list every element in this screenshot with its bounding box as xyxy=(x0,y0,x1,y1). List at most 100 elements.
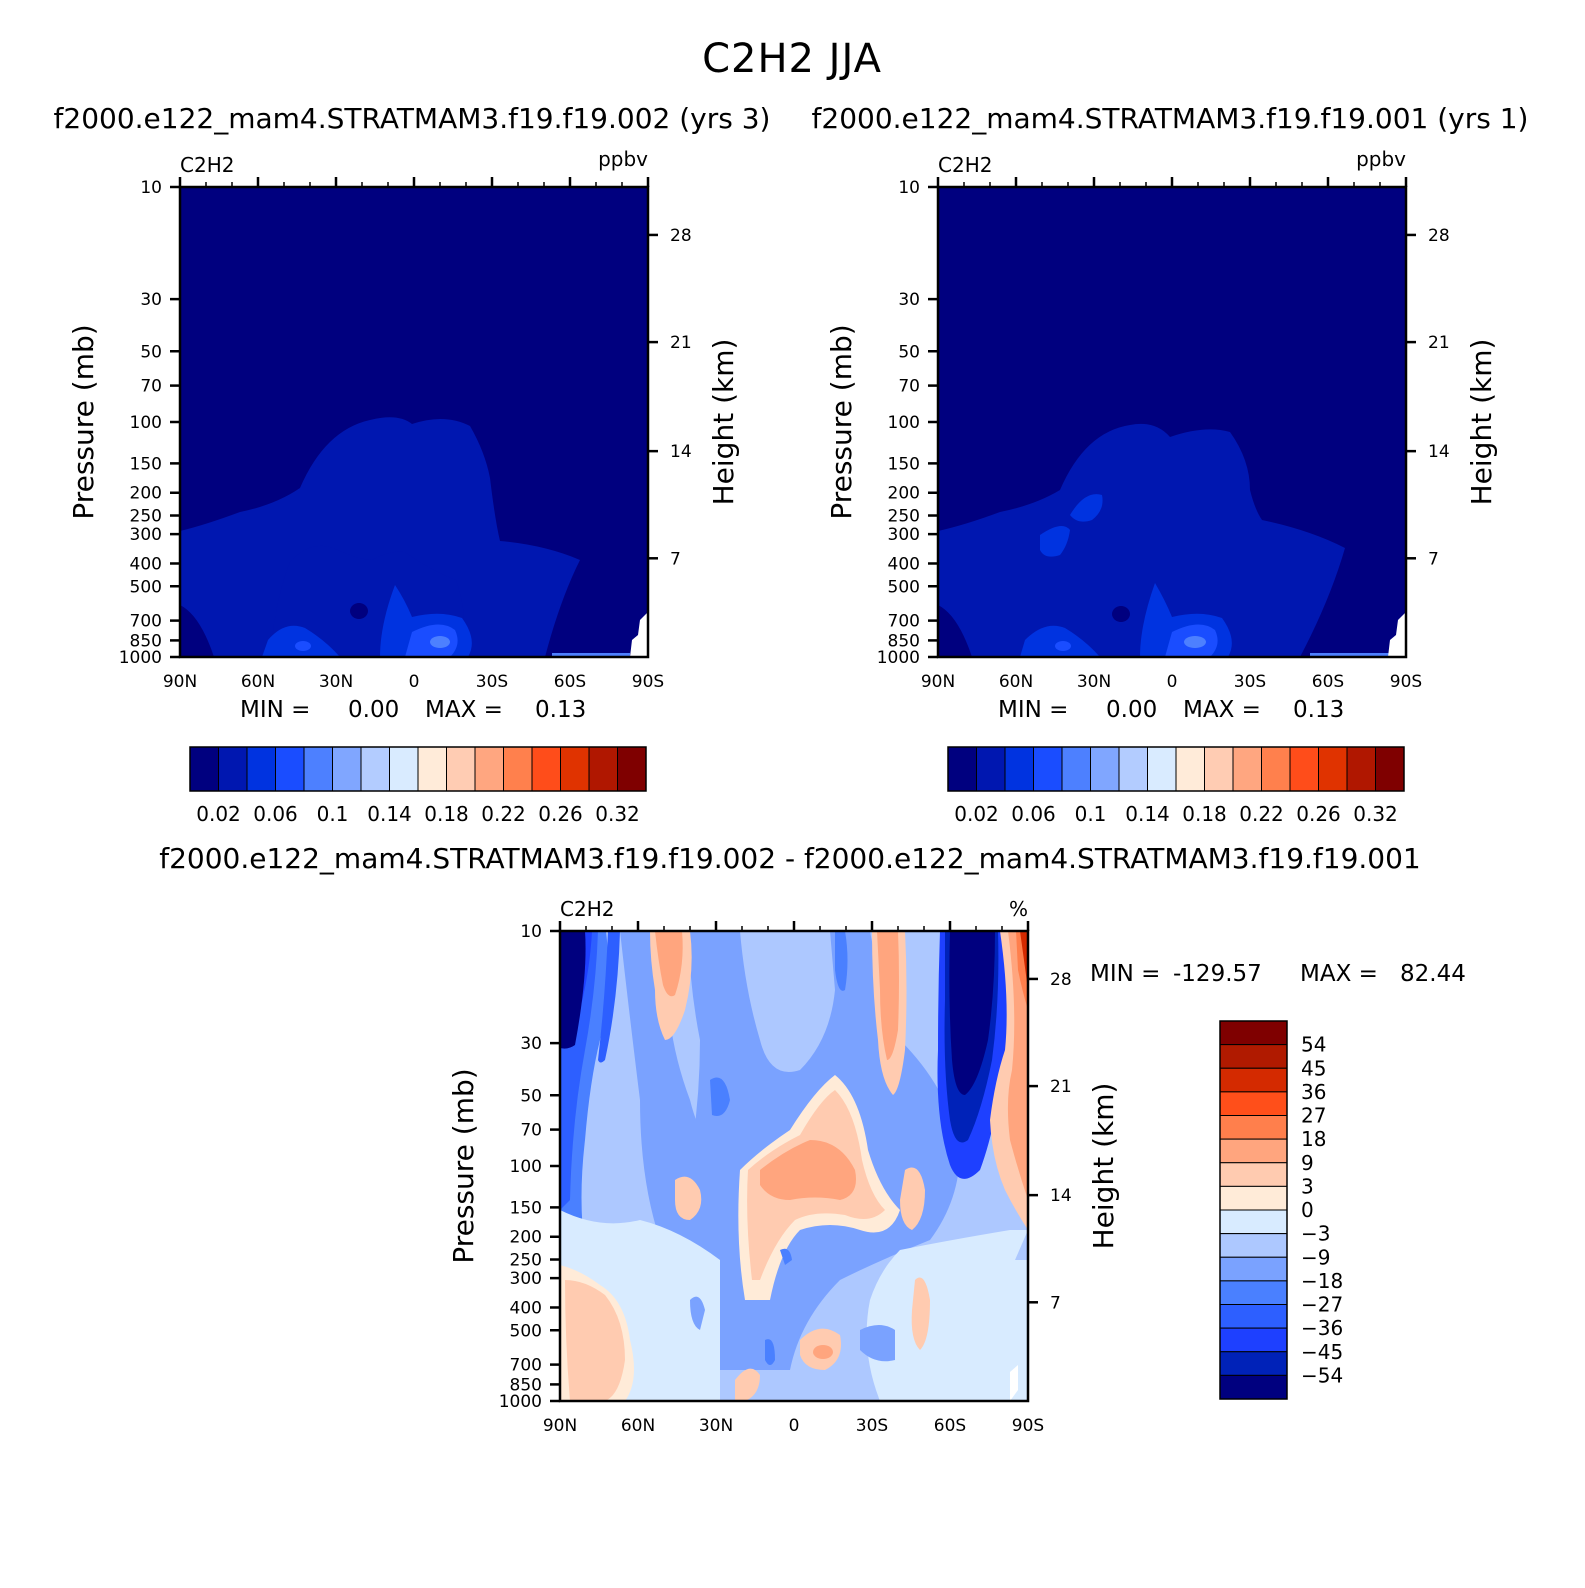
colorbar-cell xyxy=(1147,746,1177,792)
colorbar-cell xyxy=(1219,1256,1288,1282)
y-tick-label: 300 xyxy=(130,525,162,545)
colorbar-label: −45 xyxy=(1301,1340,1343,1364)
ylabel-bottom: Pressure (mb) xyxy=(447,1068,480,1263)
colorbar-cell xyxy=(1219,1374,1288,1400)
colorbar-cell xyxy=(1090,746,1120,792)
colorbar-label: 0.06 xyxy=(253,802,298,826)
x-tick-label: 90S xyxy=(1012,1416,1044,1436)
x-tick-label: 60S xyxy=(934,1416,966,1436)
colorbar-cell xyxy=(617,746,647,792)
right-tick-label: 21 xyxy=(1428,333,1450,353)
colorbar-label: 0 xyxy=(1301,1198,1314,1222)
max-label-bottom: MAX = xyxy=(1300,961,1378,987)
right-tick-label: 21 xyxy=(1050,1077,1072,1097)
colorbar-cell xyxy=(1289,746,1319,792)
colorbar-cell xyxy=(246,746,276,792)
colorbar-cell xyxy=(1219,1327,1288,1353)
colorbar-cell xyxy=(1219,1209,1288,1235)
colorbar-cell xyxy=(1219,1185,1288,1211)
x-tick-label: 60S xyxy=(1312,672,1344,692)
axis-ticks-top-right: 90N 60N 30N 0 30S 60S 90S 10 30 50 70 100 150 200 2503… xyxy=(877,177,1450,692)
y-tick-label: 250 xyxy=(510,1251,542,1271)
colorbar-cell xyxy=(1219,1304,1288,1329)
colorbar-label: −3 xyxy=(1301,1222,1330,1246)
right-tick-label: 28 xyxy=(1428,226,1450,246)
y-tick-label: 70 xyxy=(140,377,162,397)
colorbar-cell xyxy=(275,746,305,792)
colorbar-label: 54 xyxy=(1301,1033,1326,1057)
x-tick-label: 0 xyxy=(409,672,420,692)
variable-label-bottom: C2H2 xyxy=(560,897,614,921)
y-tick-label: 500 xyxy=(510,1321,542,1341)
max-value-bottom: 82.44 xyxy=(1400,961,1466,987)
axis-ticks-bottom: 90N 60N 30N 0 30S 60S 90S 10 30 50 70 100 150 200 2503… xyxy=(499,921,1072,1436)
colorbar-cell xyxy=(332,746,362,792)
y-tick-label: 30 xyxy=(520,1034,542,1054)
y-tick-label: 150 xyxy=(888,454,920,474)
y-tick-label: 100 xyxy=(130,413,162,433)
x-tick-label: 30N xyxy=(699,1416,733,1436)
colorbar-cell xyxy=(1219,1115,1288,1140)
contour-field-bottom xyxy=(560,931,1028,1401)
colorbar-label: 0.02 xyxy=(196,802,241,826)
y-tick-label: 300 xyxy=(510,1269,542,1289)
ylabel-top-right: Pressure (mb) xyxy=(825,324,858,519)
y-tick-label: 10 xyxy=(140,178,162,198)
colorbar-cell xyxy=(446,746,476,792)
x-tick-label: 30S xyxy=(856,1416,888,1436)
colorbar-cell xyxy=(1004,746,1034,792)
colorbar-cell xyxy=(1175,746,1205,792)
colorbar-cell xyxy=(389,746,419,792)
colorbar-cell xyxy=(1219,1020,1288,1046)
colorbar-label: 36 xyxy=(1301,1080,1326,1104)
contour-field-top-left xyxy=(180,187,648,657)
colorbar-label: 0.32 xyxy=(1353,802,1398,826)
colorbar-cell xyxy=(1219,1233,1288,1258)
panel-bottom: 90N 60N 30N 0 30S 60S 90S103050701001502002503… xyxy=(447,897,1466,1436)
y-tick-label: 10 xyxy=(520,922,542,942)
y-tick-label: 500 xyxy=(888,577,920,597)
x-tick-label: 30S xyxy=(1234,672,1266,692)
colorbar-label: −54 xyxy=(1301,1363,1343,1387)
colorbar-cell xyxy=(1219,1138,1288,1164)
min-label-bottom: MIN = xyxy=(1090,961,1160,987)
min-value-bottom: -129.57 xyxy=(1173,961,1262,987)
y-tick-label: 400 xyxy=(510,1298,542,1318)
units-label-bottom: % xyxy=(1009,897,1028,921)
right-tick-label: 28 xyxy=(670,226,692,246)
colorbar-cell xyxy=(360,746,390,792)
max-label-top-right: MAX = xyxy=(1183,697,1261,723)
ylabel-right-top-right: Height (km) xyxy=(1465,339,1498,506)
x-tick-label: 0 xyxy=(789,1416,800,1436)
y-tick-label: 400 xyxy=(888,554,920,574)
y-tick-label: 70 xyxy=(520,1121,542,1141)
min-label-top-right: MIN = xyxy=(998,697,1068,723)
colorbar-cell xyxy=(1219,1044,1288,1069)
right-tick-label: 21 xyxy=(670,333,692,353)
min-value-top-left: 0.00 xyxy=(348,697,399,723)
colorbar-label: 0.22 xyxy=(1239,802,1284,826)
right-tick-label: 14 xyxy=(1050,1186,1072,1206)
right-tick-label: 7 xyxy=(1050,1293,1061,1313)
x-tick-label: 90N xyxy=(163,672,197,692)
x-tick-label: 60S xyxy=(554,672,586,692)
colorbar-label: −18 xyxy=(1301,1269,1343,1293)
colorbar-cell xyxy=(1261,746,1291,792)
colorbar-label: 0.26 xyxy=(1296,802,1341,826)
ylabel-top-left: Pressure (mb) xyxy=(67,324,100,519)
axis-ticks-top-left: 90N 60N 30N 0 30S 60S 90S 10 30 50 70 100 150 200 2503… xyxy=(119,177,692,692)
subtitle-right: f2000.e122_mam4.STRATMAM3.f19.f19.001 (y… xyxy=(812,102,1529,135)
y-tick-label: 50 xyxy=(140,342,162,362)
max-label-top-left: MAX = xyxy=(425,697,503,723)
y-tick-label: 50 xyxy=(520,1086,542,1106)
colorbar-label: 0.22 xyxy=(481,802,526,826)
y-tick-label: 250 xyxy=(888,507,920,527)
x-tick-label: 30S xyxy=(476,672,508,692)
x-tick-label: 90N xyxy=(543,1416,577,1436)
y-tick-label: 200 xyxy=(130,484,162,504)
y-tick-label: 700 xyxy=(130,612,162,632)
colorbar-cell xyxy=(947,746,977,792)
colorbar-cell xyxy=(417,746,447,792)
colorbar-cell xyxy=(1061,746,1091,792)
colorbar-label: 3 xyxy=(1301,1174,1314,1198)
